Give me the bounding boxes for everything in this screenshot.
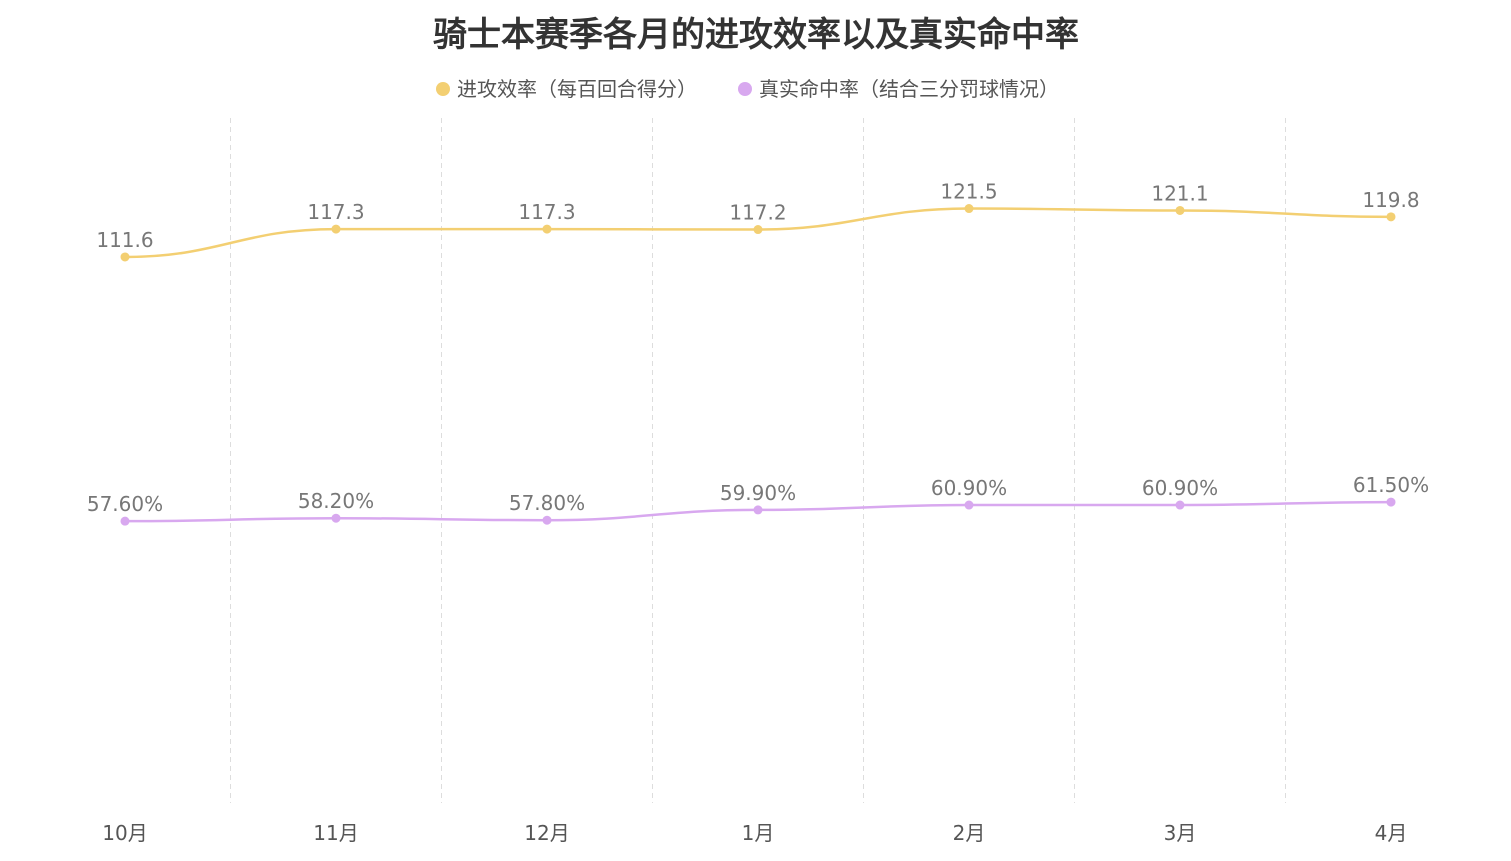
x-tick-label: 2月 [953, 821, 986, 845]
data-point[interactable] [1386, 497, 1396, 507]
data-label: 117.3 [518, 200, 575, 224]
data-label: 59.90% [720, 481, 796, 505]
x-tick-label: 4月 [1375, 821, 1408, 845]
data-label: 57.80% [509, 491, 585, 515]
data-point[interactable] [964, 500, 974, 510]
chart-title: 骑士本赛季各月的进攻效率以及真实命中率 [433, 15, 1079, 55]
data-point[interactable] [753, 225, 763, 235]
data-point[interactable] [120, 516, 130, 526]
legend-marker [436, 82, 450, 96]
legend-label[interactable]: 进攻效率（每百回合得分） [457, 77, 697, 101]
data-label: 60.90% [1142, 476, 1218, 500]
data-point[interactable] [964, 204, 974, 214]
data-label: 119.8 [1362, 188, 1419, 212]
data-label: 121.5 [940, 180, 997, 204]
data-point[interactable] [1175, 500, 1185, 510]
data-label: 111.6 [96, 228, 153, 252]
legend-label[interactable]: 真实命中率（结合三分罚球情况） [759, 77, 1059, 101]
data-label: 58.20% [298, 489, 374, 513]
data-label: 61.50% [1353, 473, 1429, 497]
data-label: 121.1 [1151, 181, 1208, 205]
data-point[interactable] [542, 515, 552, 525]
x-tick-label: 10月 [102, 821, 147, 845]
legend-marker [738, 82, 752, 96]
data-label: 117.3 [307, 200, 364, 224]
data-point[interactable] [542, 224, 552, 234]
data-label: 117.2 [729, 201, 786, 225]
x-tick-label: 3月 [1164, 821, 1197, 845]
legend: 进攻效率（每百回合得分） 真实命中率（结合三分罚球情况） [436, 77, 1059, 101]
grid [230, 118, 1286, 803]
data-label: 57.60% [87, 492, 163, 516]
data-point[interactable] [120, 252, 130, 262]
data-point[interactable] [331, 224, 341, 234]
x-tick-label: 1月 [742, 821, 775, 845]
data-point[interactable] [331, 513, 341, 523]
data-point[interactable] [1386, 212, 1396, 222]
x-tick-label: 11月 [313, 821, 358, 845]
data-point[interactable] [753, 505, 763, 515]
x-tick-label: 12月 [524, 821, 569, 845]
series-group: 111.6 117.3 117.3 117.2 121.5 121.1 119.8 57.60… [87, 180, 1429, 526]
data-point[interactable] [1175, 205, 1185, 215]
x-axis: 10月 11月 12月 1月 2月 3月 4月 [102, 821, 1407, 845]
data-label: 60.90% [931, 476, 1007, 500]
